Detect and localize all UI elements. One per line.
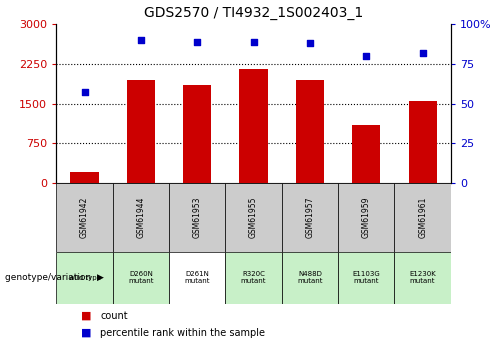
Title: GDS2570 / TI4932_1S002403_1: GDS2570 / TI4932_1S002403_1 [144,6,363,20]
Text: GSM61961: GSM61961 [418,197,427,238]
Bar [338,252,394,304]
Bar [338,183,394,252]
Point [193,39,201,45]
Bar [282,183,338,252]
Text: GSM61953: GSM61953 [193,197,202,238]
Bar [409,101,437,183]
Bar [225,183,282,252]
Point [306,40,314,46]
Point [362,53,370,59]
Bar [183,85,211,183]
Bar [296,80,324,183]
Text: genotype/variation  ▶: genotype/variation ▶ [5,273,104,282]
Text: percentile rank within the sample: percentile rank within the sample [100,328,266,338]
Bar [352,125,380,183]
Bar [56,183,113,252]
Bar [169,252,225,304]
Point [249,39,258,45]
Text: N488D
mutant: N488D mutant [297,271,323,284]
Text: ■: ■ [81,311,91,321]
Text: GSM61959: GSM61959 [362,197,371,238]
Bar [225,252,282,304]
Text: ■: ■ [81,328,91,338]
Text: GSM61957: GSM61957 [305,197,315,238]
Point [137,37,145,43]
Text: wild type: wild type [69,275,100,281]
Bar [394,252,451,304]
Text: R320C
mutant: R320C mutant [241,271,267,284]
Bar [71,172,98,183]
Bar [394,183,451,252]
Text: GSM61955: GSM61955 [249,197,258,238]
Text: D261N
mutant: D261N mutant [184,271,210,284]
Text: count: count [100,311,128,321]
Bar [169,183,225,252]
Text: GSM61944: GSM61944 [136,197,146,238]
Bar [113,252,169,304]
Text: E1103G
mutant: E1103G mutant [352,271,380,284]
Point [80,90,88,95]
Bar [113,183,169,252]
Text: D260N
mutant: D260N mutant [128,271,154,284]
Bar [282,252,338,304]
Point [418,50,426,56]
Bar [56,252,113,304]
Text: E1230K
mutant: E1230K mutant [409,271,436,284]
Bar [240,69,268,183]
Bar [127,80,155,183]
Text: GSM61942: GSM61942 [80,197,89,238]
